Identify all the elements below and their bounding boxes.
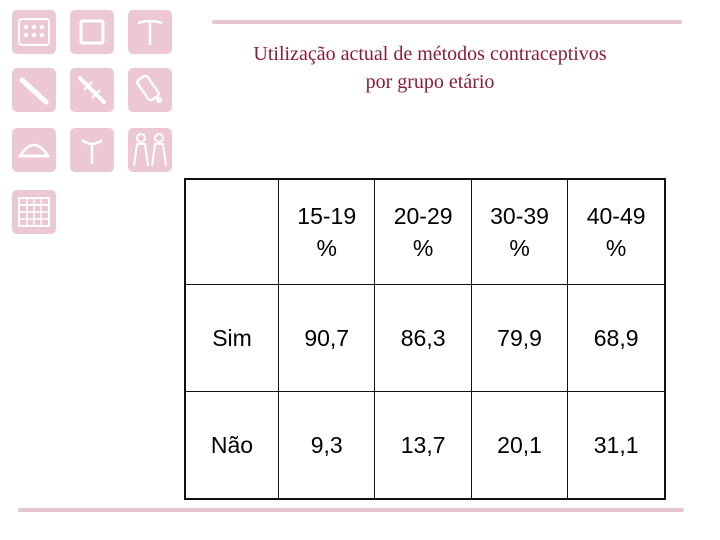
iud-t-icon — [128, 10, 172, 54]
column-unit: % — [605, 235, 627, 261]
table-cell: 9,3 — [277, 391, 376, 500]
top-divider — [212, 20, 682, 24]
column-range: 30-39 — [490, 203, 549, 229]
patch-icon — [70, 10, 114, 54]
column-header-30-39: 30-39 % — [470, 178, 569, 285]
table-row-sim: Sim 90,7 86,3 79,9 68,9 — [184, 284, 666, 392]
table-cell: 90,7 — [277, 284, 376, 392]
table-header-row: 15-19 % 20-29 % 30-39 % 40-49 % — [184, 178, 666, 285]
table-cell: 79,9 — [470, 284, 569, 392]
table-cell: 31,1 — [567, 391, 666, 500]
column-range: 40-49 — [586, 203, 646, 229]
column-unit: % — [316, 235, 337, 261]
column-range: 20-29 — [393, 203, 453, 229]
column-unit: % — [509, 235, 530, 261]
column-header-15-19: 15-19 % — [277, 178, 376, 285]
spermicide-tube-icon — [128, 68, 172, 112]
title-line-1: Utilização actual de métodos contracepti… — [253, 43, 607, 65]
title-line-2: por grupo etário — [365, 71, 495, 93]
slide-title: Utilização actual de métodos contracepti… — [190, 40, 670, 96]
column-unit: % — [412, 235, 434, 261]
column-header-40-49: 40-49 % — [567, 178, 666, 285]
table-cell: 20,1 — [470, 391, 569, 500]
bottom-divider — [18, 508, 684, 512]
row-label: Não — [184, 391, 279, 500]
contraceptive-pill-pack-icon — [12, 10, 56, 54]
syringe-injection-icon — [70, 68, 114, 112]
contraceptive-use-table: 15-19 % 20-29 % 30-39 % 40-49 % Sim 90,7… — [184, 178, 666, 500]
table-cell: 86,3 — [374, 284, 472, 392]
diaphragm-icon — [12, 128, 56, 172]
copper-iud-icon — [70, 128, 114, 172]
table-cell: 13,7 — [374, 391, 472, 500]
sterilization-figures-icon — [128, 128, 172, 172]
table-corner-cell — [184, 178, 279, 285]
table-cell: 68,9 — [567, 284, 666, 392]
calendar-method-icon — [12, 190, 56, 234]
column-range: 15-19 — [297, 203, 357, 229]
condom-icon — [12, 68, 56, 112]
column-header-20-29: 20-29 % — [374, 178, 472, 285]
row-label: Sim — [184, 284, 279, 392]
table-row-nao: Não 9,3 13,7 20,1 31,1 — [184, 391, 666, 500]
